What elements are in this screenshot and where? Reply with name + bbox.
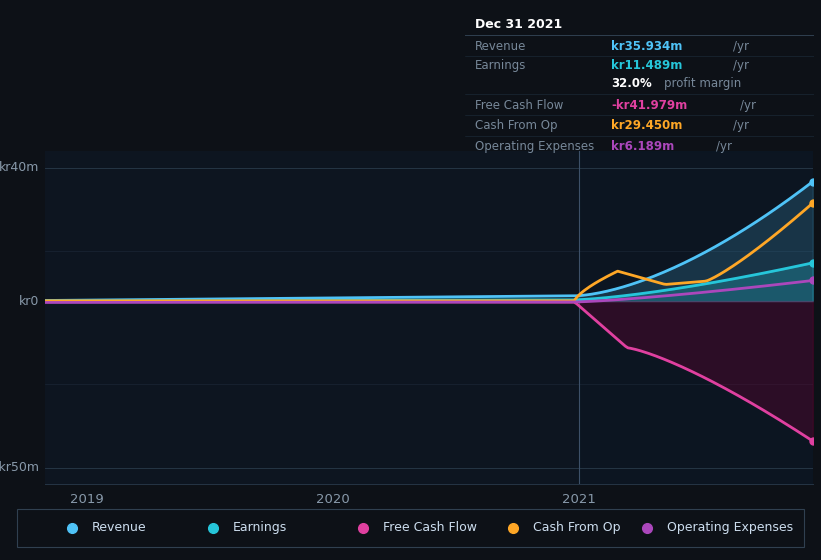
Text: -kr50m: -kr50m	[0, 461, 39, 474]
Text: Dec 31 2021: Dec 31 2021	[475, 18, 562, 31]
Text: Revenue: Revenue	[91, 521, 146, 534]
Text: Free Cash Flow: Free Cash Flow	[383, 521, 477, 534]
Text: Revenue: Revenue	[475, 40, 526, 53]
Text: Cash From Op: Cash From Op	[533, 521, 620, 534]
Text: /yr: /yr	[733, 59, 750, 72]
Bar	[579, 151, 813, 484]
Text: Operating Expenses: Operating Expenses	[667, 521, 793, 534]
Text: /yr: /yr	[733, 40, 750, 53]
Text: kr40m: kr40m	[0, 161, 39, 174]
Text: profit margin: profit margin	[663, 77, 741, 90]
Text: /yr: /yr	[741, 99, 756, 111]
Text: kr6.189m: kr6.189m	[611, 139, 675, 153]
Text: Earnings: Earnings	[233, 521, 287, 534]
Text: Operating Expenses: Operating Expenses	[475, 139, 594, 153]
Text: /yr: /yr	[716, 139, 732, 153]
Text: -kr41.979m: -kr41.979m	[611, 99, 687, 111]
Text: 32.0%: 32.0%	[611, 77, 652, 90]
Text: Earnings: Earnings	[475, 59, 526, 72]
Text: kr35.934m: kr35.934m	[611, 40, 682, 53]
Text: kr29.450m: kr29.450m	[611, 119, 682, 132]
Text: Free Cash Flow: Free Cash Flow	[475, 99, 563, 111]
Text: Cash From Op: Cash From Op	[475, 119, 557, 132]
Text: /yr: /yr	[733, 119, 750, 132]
Text: kr0: kr0	[19, 295, 39, 307]
Text: kr11.489m: kr11.489m	[611, 59, 682, 72]
